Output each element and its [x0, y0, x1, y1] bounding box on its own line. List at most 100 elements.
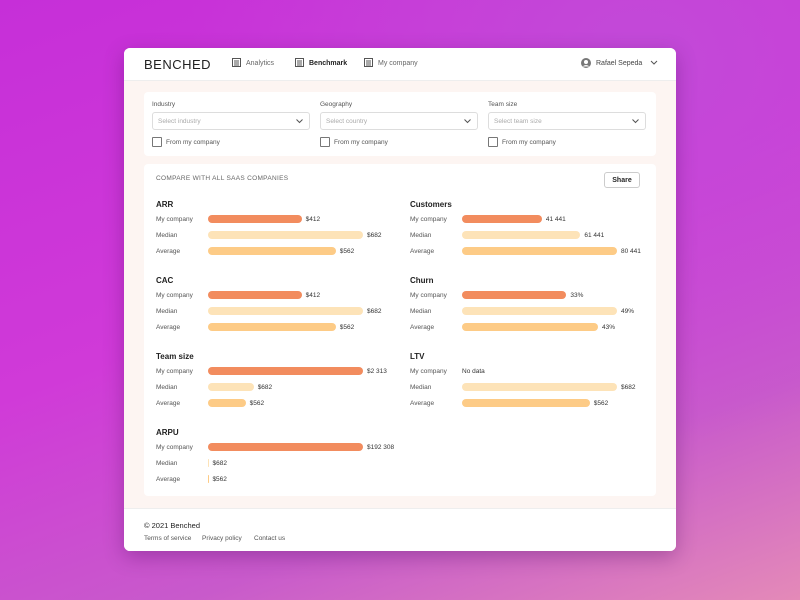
- value-label: $682: [212, 460, 228, 467]
- row-label: My company: [156, 292, 193, 299]
- filter-checkbox[interactable]: From my company: [152, 137, 220, 147]
- nav-icon: [364, 58, 373, 67]
- row-label: Median: [410, 384, 432, 391]
- value-label: $412: [305, 292, 321, 299]
- nav-label: Analytics: [246, 60, 275, 67]
- row-label: Average: [156, 248, 181, 255]
- chevron: [650, 60, 658, 65]
- value-label: $682: [257, 384, 273, 391]
- bar: [208, 383, 254, 391]
- row-label: Median: [156, 384, 178, 391]
- nav-label: My company: [378, 60, 418, 67]
- filter-checkbox[interactable]: From my company: [320, 137, 388, 147]
- value-label: 41 441: [545, 216, 566, 223]
- value-label: 49%: [621, 308, 635, 315]
- value-label: 43%: [602, 324, 616, 331]
- row-label: Median: [156, 232, 178, 239]
- bar: [208, 459, 209, 467]
- row-label: Average: [156, 400, 181, 407]
- bar: [462, 247, 617, 255]
- row-label: My company: [410, 292, 447, 299]
- nav-icon: [295, 58, 304, 67]
- avatar-icon: [581, 58, 591, 68]
- footer-link[interactable]: Terms of service: [144, 535, 192, 542]
- row-label: Median: [410, 308, 432, 315]
- app-window: BENCHED Rafael Sepeda Analytics Benchmark…: [124, 48, 676, 551]
- brand[interactable]: BENCHED: [144, 57, 212, 72]
- footer: © 2021 Benched Terms of service Privacy p…: [124, 508, 676, 551]
- filters: Industry Select industry From my company Ge…: [144, 92, 656, 156]
- bar: [462, 323, 599, 331]
- value-label: 33%: [570, 292, 584, 299]
- bar: [462, 399, 590, 407]
- filter-select[interactable]: Select industry: [152, 112, 310, 130]
- row-label: My company: [156, 368, 193, 375]
- row-label: Average: [410, 248, 435, 255]
- footer-link[interactable]: Privacy policy: [202, 535, 242, 542]
- row-label: Median: [156, 460, 178, 467]
- metric-name: ARR: [156, 200, 174, 209]
- filter-select[interactable]: Select team size: [488, 112, 646, 130]
- value-label: 61 441: [584, 232, 605, 239]
- filter-label: Industry: [152, 101, 176, 108]
- row-label: Average: [156, 476, 181, 483]
- bar: [462, 383, 617, 391]
- copyright: © 2021 Benched: [144, 521, 200, 530]
- bar: [208, 399, 246, 407]
- value-label: $412: [305, 216, 321, 223]
- value-label: $562: [212, 476, 227, 483]
- bar: [208, 367, 363, 375]
- value-label: 80 441: [621, 248, 641, 255]
- metric-name: LTV: [410, 352, 425, 361]
- value-label: $562: [593, 400, 609, 407]
- value-label: $2 313: [367, 368, 387, 375]
- row-label: Median: [156, 308, 178, 315]
- bar: [208, 307, 363, 315]
- chevron: [296, 119, 303, 124]
- bar: [462, 307, 617, 315]
- value-label: $562: [339, 248, 355, 255]
- nav-icon: [232, 58, 241, 67]
- metric-name: CAC: [156, 276, 174, 285]
- value-label: $192 308: [367, 444, 395, 451]
- metric-name: ARPU: [156, 428, 179, 437]
- share-button[interactable]: Share: [604, 172, 640, 188]
- value-label: $682: [621, 384, 636, 391]
- nav-label: Benchmark: [309, 60, 348, 67]
- value-label: $682: [367, 232, 382, 239]
- value-label: No data: [462, 368, 485, 375]
- row-label: Average: [156, 324, 181, 331]
- value-label: $562: [339, 324, 355, 331]
- row-label: My company: [156, 216, 193, 223]
- value-label: $562: [249, 400, 265, 407]
- filter-label: Team size: [488, 101, 518, 108]
- filter-select[interactable]: Select country: [320, 112, 478, 130]
- bar: [208, 247, 336, 255]
- bar: [208, 291, 302, 299]
- value-label: $682: [367, 308, 382, 315]
- filter-checkbox[interactable]: From my company: [488, 137, 556, 147]
- user-name: Rafael Sepeda: [596, 60, 643, 67]
- bar: [462, 215, 542, 223]
- metric-name: Churn: [410, 276, 434, 285]
- nav-item[interactable]: My company: [364, 58, 418, 67]
- metric-name: Customers: [410, 200, 452, 209]
- row-label: Median: [410, 232, 432, 239]
- chevron: [632, 119, 639, 124]
- panel-title: COMPARE WITH ALL SAAS COMPANIES: [156, 175, 289, 182]
- row-label: My company: [156, 444, 193, 451]
- footer-link[interactable]: Contact us: [254, 535, 286, 542]
- top-bar: BENCHED Rafael Sepeda Analytics Benchmark…: [124, 48, 676, 81]
- row-label: Average: [410, 324, 435, 331]
- filter-label: Geography: [320, 101, 353, 108]
- row-label: My company: [410, 368, 447, 375]
- user-menu[interactable]: Rafael Sepeda: [581, 58, 658, 68]
- nav-item[interactable]: Benchmark: [295, 58, 348, 67]
- bar: [208, 323, 336, 331]
- compare-panel: COMPARE WITH ALL SAAS COMPANIES Share AR…: [144, 164, 656, 496]
- chevron: [464, 119, 471, 124]
- row-label: My company: [410, 216, 447, 223]
- nav-item[interactable]: Analytics: [232, 58, 275, 67]
- bar: [462, 291, 567, 299]
